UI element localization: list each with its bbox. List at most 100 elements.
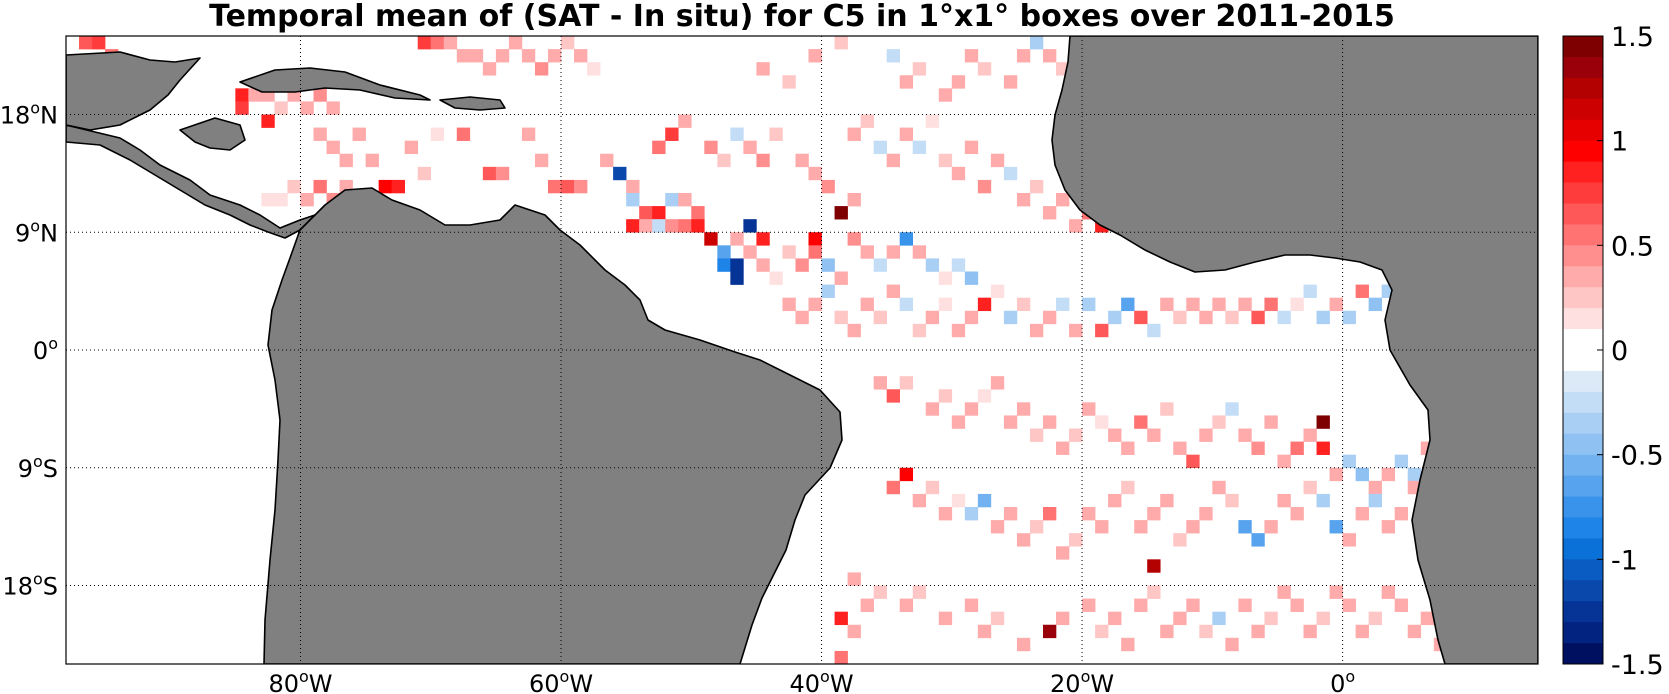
heatmap-cell bbox=[977, 493, 992, 508]
heatmap-cell bbox=[1029, 323, 1044, 338]
heatmap-cell bbox=[1212, 480, 1226, 495]
heatmap-cell bbox=[430, 127, 445, 141]
heatmap-cell bbox=[808, 232, 822, 246]
heatmap-cell bbox=[873, 140, 887, 155]
heatmap-cell bbox=[1069, 428, 1083, 442]
heatmap-cell bbox=[1056, 611, 1070, 626]
colorbar-segment bbox=[1563, 538, 1603, 560]
colorbar-segment bbox=[1563, 580, 1603, 602]
heatmap-cell bbox=[1082, 297, 1096, 312]
longitude-tick-label: 0o bbox=[1330, 667, 1355, 694]
heatmap-cell bbox=[1147, 585, 1161, 599]
colorbar-segment bbox=[1563, 182, 1603, 204]
heatmap-cell bbox=[652, 206, 666, 220]
heatmap-cell bbox=[1329, 297, 1343, 312]
map-title: Temporal mean of (SAT - In situ) for C5 … bbox=[209, 0, 1395, 34]
heatmap-cell bbox=[652, 219, 666, 233]
heatmap-cell bbox=[378, 179, 392, 194]
heatmap-cell bbox=[1147, 428, 1161, 442]
heatmap-cell bbox=[1264, 297, 1278, 312]
heatmap-cell bbox=[873, 376, 887, 390]
heatmap-cell bbox=[248, 88, 262, 102]
heatmap-cell bbox=[1277, 310, 1291, 325]
heatmap-cell bbox=[860, 297, 874, 312]
heatmap-cell bbox=[508, 36, 523, 50]
colorbar-segment bbox=[1563, 454, 1603, 476]
latitude-tick-label: 9oS bbox=[18, 452, 58, 483]
heatmap-cell bbox=[938, 507, 953, 521]
heatmap-cell bbox=[743, 245, 757, 259]
heatmap-cell bbox=[1290, 441, 1304, 455]
heatmap-cell bbox=[860, 245, 874, 259]
heatmap-cell bbox=[678, 193, 692, 207]
heatmap-cell bbox=[756, 62, 770, 76]
heatmap-cell bbox=[925, 114, 940, 128]
heatmap-cell bbox=[925, 480, 940, 495]
heatmap-cell bbox=[873, 258, 887, 272]
heatmap-cell bbox=[847, 127, 861, 141]
heatmap-cell bbox=[1329, 585, 1343, 599]
heatmap-cell bbox=[1368, 493, 1382, 508]
colorbar-segment bbox=[1563, 77, 1603, 100]
heatmap-cell bbox=[717, 258, 731, 272]
heatmap-cell bbox=[1290, 297, 1304, 312]
colorbar-segment bbox=[1563, 370, 1603, 393]
heatmap-cell bbox=[977, 624, 992, 639]
heatmap-cell bbox=[300, 193, 314, 207]
heatmap-cell bbox=[1029, 520, 1044, 534]
colorbar-segment bbox=[1563, 98, 1603, 121]
heatmap-cell bbox=[561, 36, 575, 50]
heatmap-cell bbox=[1016, 297, 1031, 312]
heatmap-cell bbox=[912, 140, 927, 155]
heatmap-cell bbox=[1042, 624, 1057, 639]
heatmap-cell bbox=[1407, 624, 1422, 639]
heatmap-cell bbox=[1042, 310, 1057, 325]
heatmap-cell bbox=[547, 49, 562, 63]
heatmap-cell bbox=[1134, 415, 1148, 429]
heatmap-cell bbox=[1316, 415, 1330, 429]
heatmap-cell bbox=[821, 258, 835, 272]
heatmap-cell bbox=[925, 258, 940, 272]
colorbar-segment bbox=[1563, 56, 1603, 79]
heatmap-cell bbox=[1003, 310, 1018, 325]
heatmap-cell bbox=[1238, 297, 1252, 312]
heatmap-cell bbox=[1095, 323, 1109, 338]
heatmap-cell bbox=[1290, 507, 1304, 521]
colorbar-ticks: 1.5 1 0.5 0 -0.5 -1 -1.5 bbox=[1597, 22, 1664, 681]
heatmap-cell bbox=[977, 179, 992, 194]
heatmap-cell bbox=[1199, 310, 1213, 325]
heatmap-cell bbox=[1251, 624, 1265, 639]
heatmap-cell bbox=[782, 297, 796, 312]
heatmap-cell bbox=[1095, 415, 1109, 429]
heatmap-cell bbox=[873, 585, 887, 599]
heatmap-cell bbox=[964, 507, 979, 521]
colorbar-segment bbox=[1563, 224, 1603, 246]
heatmap-cell bbox=[652, 140, 666, 155]
heatmap-cell bbox=[1277, 585, 1291, 599]
heatmap-cell bbox=[964, 310, 979, 325]
heatmap-cell bbox=[847, 193, 861, 207]
heatmap-cell bbox=[1251, 310, 1265, 325]
heatmap-cell bbox=[482, 62, 497, 76]
heatmap-cell bbox=[886, 245, 900, 259]
heatmap-cell bbox=[912, 585, 927, 599]
colorbar-segment bbox=[1563, 559, 1603, 581]
heatmap-cell bbox=[665, 193, 679, 207]
heatmap-cell bbox=[1355, 507, 1369, 521]
heatmap-cell bbox=[938, 297, 953, 312]
heatmap-cell bbox=[339, 153, 353, 168]
heatmap-cell bbox=[678, 219, 692, 233]
heatmap-cell bbox=[1368, 480, 1382, 495]
heatmap-cell bbox=[1160, 493, 1174, 508]
heatmap-cell bbox=[313, 88, 327, 102]
heatmap-cell bbox=[951, 75, 966, 89]
heatmap-cell bbox=[717, 245, 731, 259]
heatmap-cell bbox=[1381, 467, 1396, 482]
heatmap-cell bbox=[1316, 611, 1330, 626]
heatmap-cell bbox=[1238, 598, 1252, 612]
heatmap-cell bbox=[1147, 559, 1161, 573]
colorbar-segment bbox=[1563, 643, 1603, 665]
heatmap-cell bbox=[808, 297, 822, 312]
colorbar-tick-label: -1 bbox=[1611, 545, 1638, 576]
heatmap-cell bbox=[951, 258, 966, 272]
